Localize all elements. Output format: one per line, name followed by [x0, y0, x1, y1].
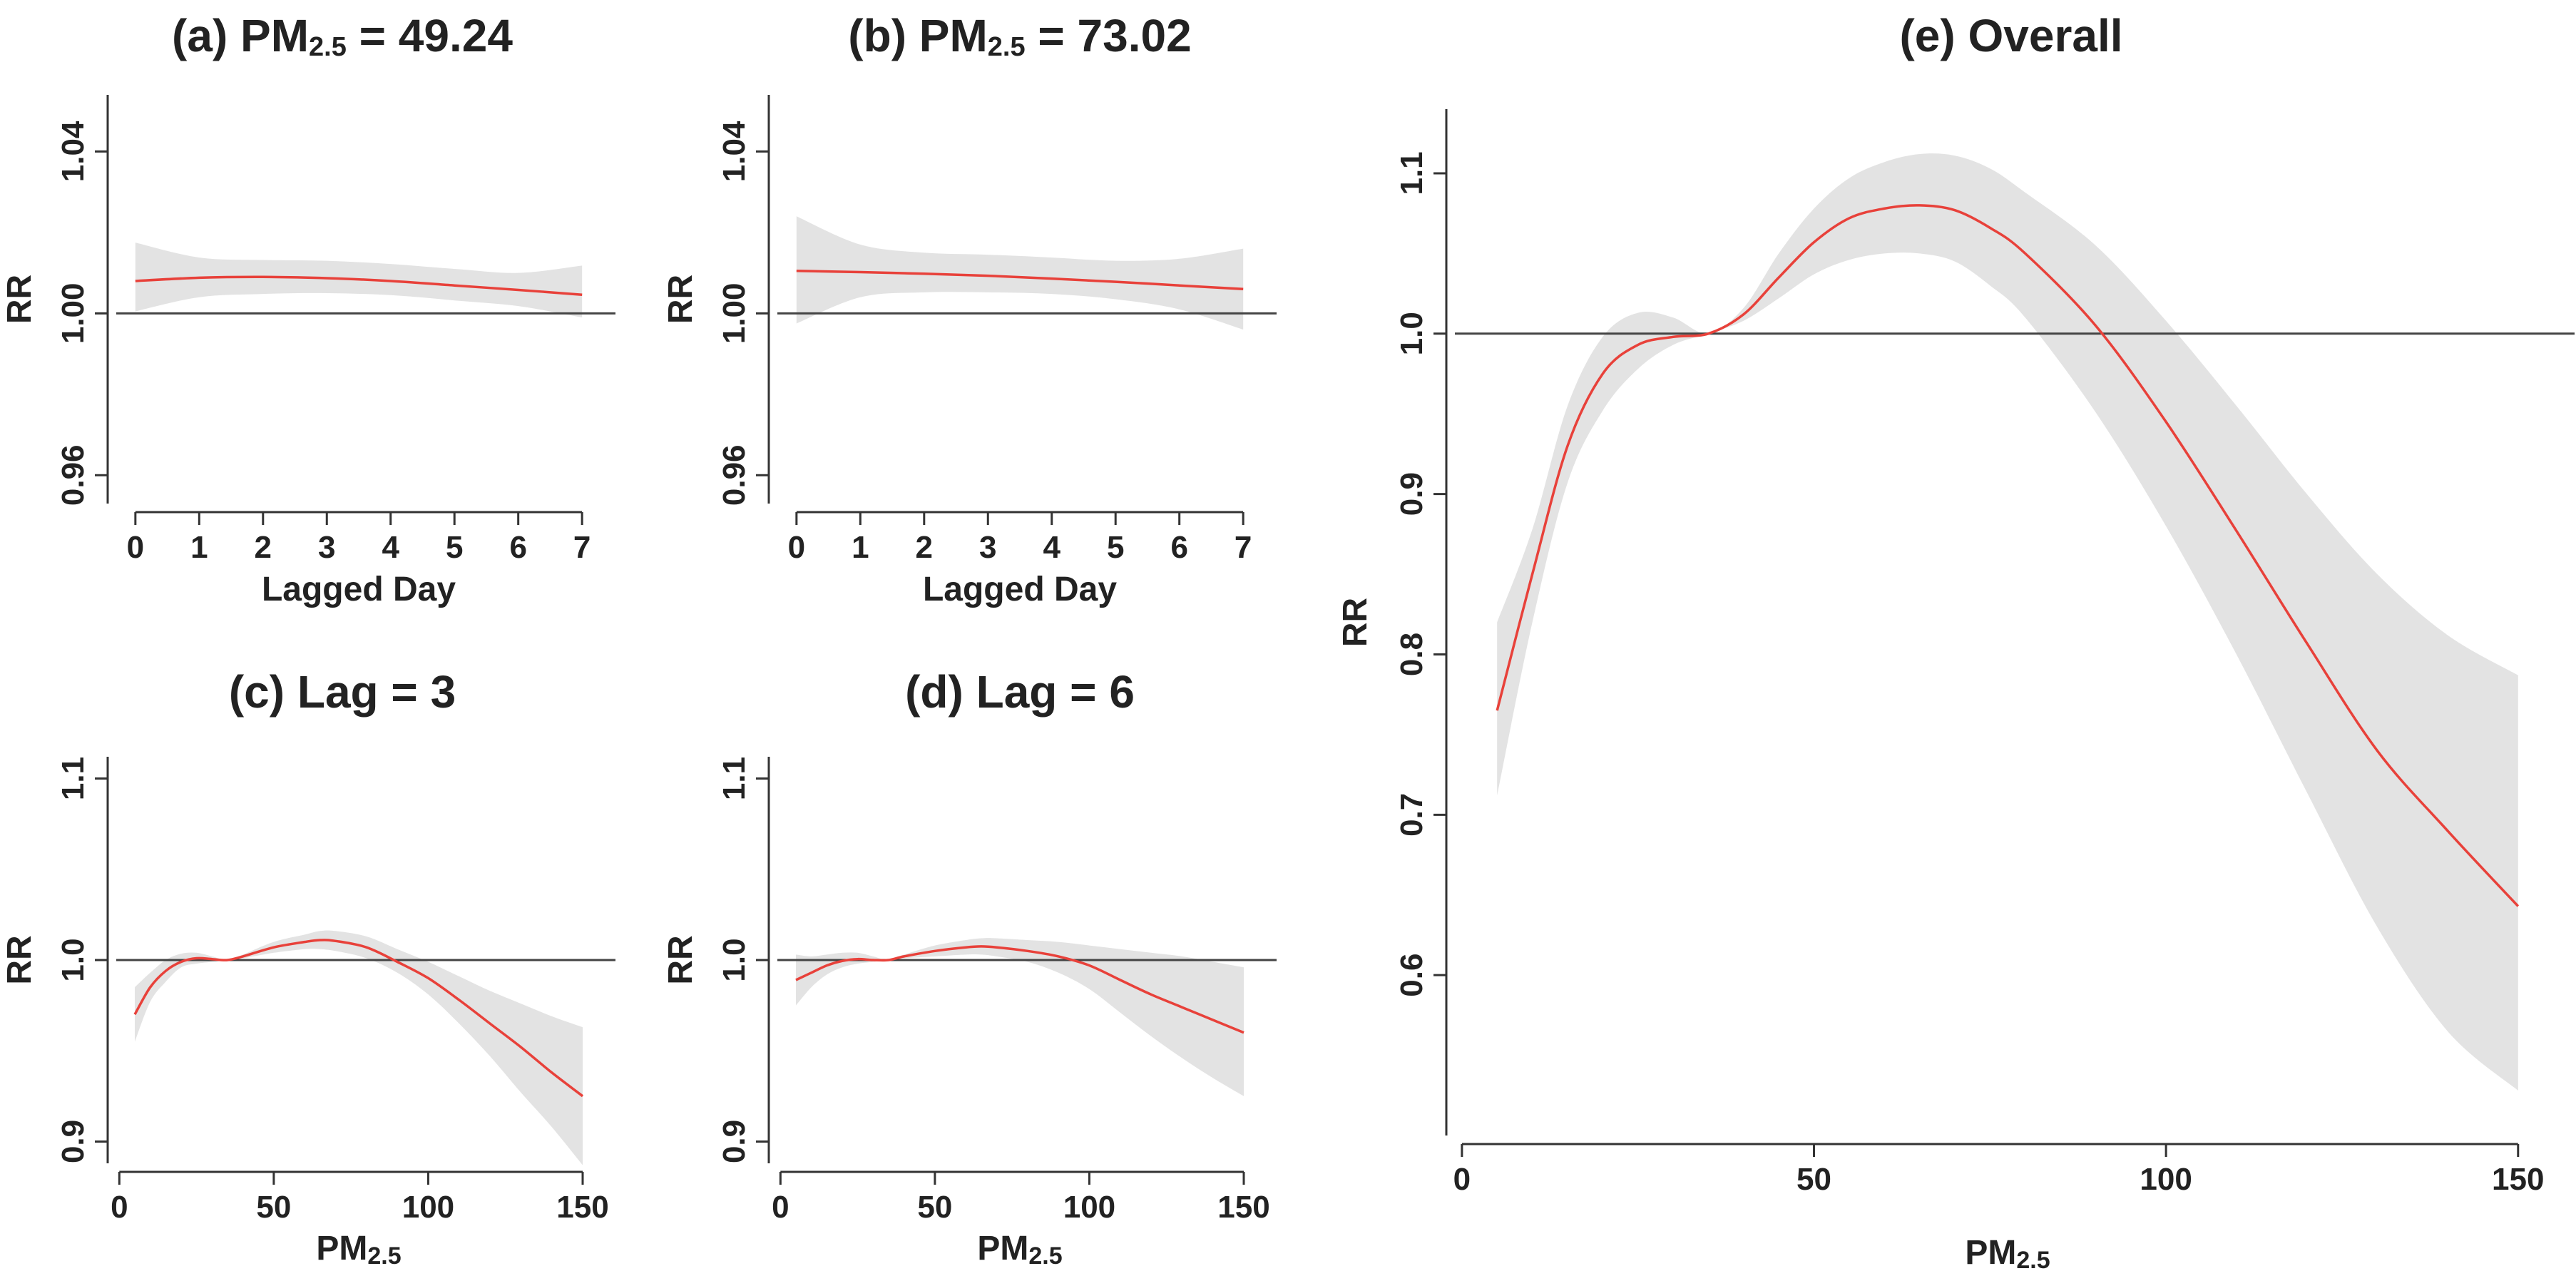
x-tick-label: 0: [772, 1190, 789, 1225]
panel-title-subscript: 2.5: [309, 32, 347, 62]
x-tick-label: 6: [1170, 530, 1187, 565]
x-tick-label: 150: [2492, 1162, 2544, 1197]
x-tick-label: 3: [318, 530, 335, 565]
y-tick-label: 0.9: [717, 1120, 752, 1163]
x-tick-label: 50: [1796, 1162, 1831, 1197]
x-tick-label: 0: [127, 530, 144, 565]
panel-e: (e) Overall 0 50 100 150 0.6 0.7 0.8 0.9 1.0 1.1 RR…: [1336, 10, 2575, 1274]
y-tick-label: 1.1: [1394, 151, 1429, 195]
y-tick-label: 0.8: [1394, 633, 1429, 676]
y-tick-label: 1.0: [56, 938, 91, 981]
x-tick-label: 7: [573, 530, 591, 565]
y-axis-label: RR: [662, 935, 700, 984]
panel-title-main: (d) Lag = 6: [905, 666, 1135, 718]
x-tick-label: 0: [1453, 1162, 1471, 1197]
x-tick-label: 4: [1043, 530, 1060, 565]
panel-b: (b) PM2.5 = 73.02 0 1 2 3 4 5 6 7 0.96 1.00 1.04 RR L…: [662, 10, 1277, 608]
panel-title-main: (a) PM: [172, 10, 309, 61]
y-tick-label: 0.96: [717, 444, 752, 506]
panel-title: (e) Overall: [1899, 10, 2122, 61]
x-tick-label: 5: [446, 530, 463, 565]
x-tick-label: 0: [788, 530, 805, 565]
confidence-band: [796, 216, 1244, 330]
panel-c: (c) Lag = 3 0 50 100 150 0.9 1.0 1.1 RR PM2.5: [1, 666, 615, 1270]
rr-curve: [795, 945, 1244, 1034]
x-tick-label: 100: [2140, 1162, 2192, 1197]
x-tick-label: 100: [1063, 1190, 1115, 1225]
rr-curve: [133, 939, 584, 1098]
x-tick-label: 150: [1217, 1190, 1269, 1225]
y-tick-label: 1.1: [56, 757, 91, 800]
y-axis-label: RR: [662, 275, 700, 324]
panel-title-subscript: 2.5: [988, 32, 1026, 62]
x-axis-label-main: PM: [977, 1230, 1028, 1267]
rr-curve: [135, 275, 583, 297]
panel-title-main: (b) PM: [848, 10, 988, 61]
x-axis-label-main: PM: [1965, 1234, 2016, 1272]
y-axis-label: RR: [1336, 598, 1374, 647]
y-tick-label: 0.9: [56, 1120, 91, 1163]
y-tick-label: 1.0: [1394, 312, 1429, 355]
x-axis-label-main: Lagged Day: [923, 571, 1117, 608]
x-axis-label: Lagged Day: [923, 571, 1117, 608]
y-tick-label: 0.96: [56, 444, 91, 506]
panel-title-tail: = 73.02: [1026, 10, 1192, 61]
x-tick-label: 6: [509, 530, 526, 565]
x-tick-label: 2: [255, 530, 272, 565]
confidence-band: [1497, 153, 2518, 1091]
y-axis-label: RR: [1, 275, 39, 324]
panel-title-tail: = 49.24: [347, 10, 513, 61]
panel-title-main: (e) Overall: [1899, 10, 2122, 61]
x-axis-label: PM2.5: [977, 1230, 1062, 1270]
x-axis-label-subscript: 2.5: [367, 1242, 401, 1270]
x-tick-label: 5: [1107, 530, 1124, 565]
panel-a: (a) PM2.5 = 49.24 0 1 2 3 4 5 6 7 0.96 1.00 1.04 RR L…: [1, 10, 615, 608]
x-axis-label-main: PM: [316, 1230, 367, 1267]
x-tick-label: 150: [556, 1190, 608, 1225]
x-tick-label: 2: [916, 530, 933, 565]
panel-title: (d) Lag = 6: [905, 666, 1135, 718]
y-tick-label: 1.04: [56, 121, 91, 182]
x-tick-label: 0: [111, 1190, 128, 1225]
panel-title: (c) Lag = 3: [229, 666, 456, 718]
x-axis-label: PM2.5: [1965, 1234, 2050, 1274]
x-tick-label: 3: [979, 530, 996, 565]
x-tick-label: 7: [1235, 530, 1252, 565]
y-tick-label: 0.9: [1394, 472, 1429, 516]
panel-title-main: (c) Lag = 3: [229, 666, 456, 718]
x-tick-label: 50: [917, 1190, 952, 1225]
x-tick-label: 4: [382, 530, 399, 565]
x-axis-label-subscript: 2.5: [1028, 1242, 1062, 1270]
panel-title: (a) PM2.5 = 49.24: [172, 10, 513, 62]
x-tick-label: 100: [402, 1190, 454, 1225]
x-axis-label-subscript: 2.5: [2016, 1247, 2050, 1274]
y-tick-label: 1.00: [717, 283, 752, 345]
x-axis-label: Lagged Day: [262, 571, 456, 608]
y-tick-label: 1.1: [717, 757, 752, 800]
y-tick-label: 1.00: [56, 283, 91, 345]
x-tick-label: 1: [190, 530, 208, 565]
confidence-band: [135, 930, 583, 1165]
rr-curve: [1496, 204, 2520, 907]
confidence-band: [796, 938, 1244, 1096]
y-tick-label: 0.7: [1394, 793, 1429, 837]
rr-curve: [796, 270, 1244, 291]
panel-d: (d) Lag = 6 0 50 100 150 0.9 1.0 1.1 RR PM2.5: [662, 666, 1277, 1270]
x-tick-label: 1: [852, 530, 869, 565]
y-tick-label: 1.04: [717, 121, 752, 182]
x-axis-label: PM2.5: [316, 1230, 401, 1270]
x-axis-label-main: Lagged Day: [262, 571, 456, 608]
y-tick-label: 1.0: [717, 938, 752, 981]
panel-title: (b) PM2.5 = 73.02: [848, 10, 1191, 62]
x-tick-label: 50: [256, 1190, 291, 1225]
y-tick-label: 0.6: [1394, 954, 1429, 997]
y-axis-label: RR: [1, 935, 39, 984]
